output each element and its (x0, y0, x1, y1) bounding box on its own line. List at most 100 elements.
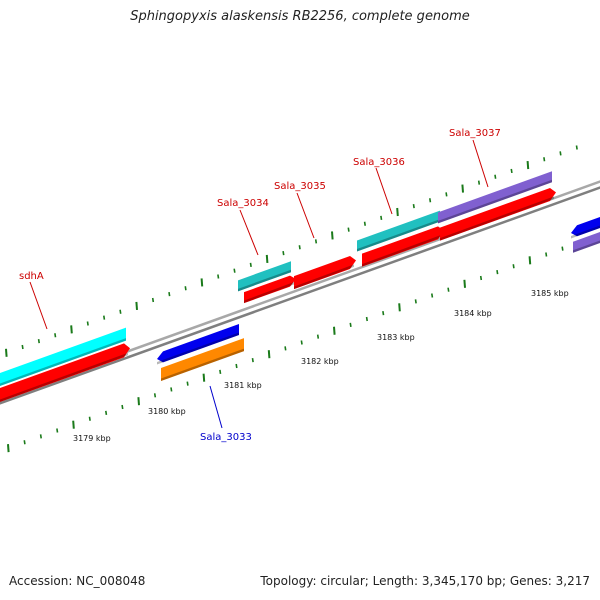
inner-tick (545, 252, 548, 257)
inner-tick (7, 444, 10, 453)
gene-bar-sala-3033 (157, 323, 239, 365)
outer-tick (363, 221, 366, 226)
gene-bar-sdhA (0, 327, 126, 386)
inner-tick (219, 369, 222, 374)
outer-tick (380, 215, 383, 220)
gene-bar-sala-3037 (438, 171, 552, 224)
inner-tick (235, 363, 238, 369)
ruler-label: 3185 kbp (531, 289, 569, 298)
inner-tick (39, 434, 42, 439)
genome-summary-text: Topology: circular; Length: 3,345,170 bp… (260, 574, 590, 588)
inner-tick (284, 346, 287, 351)
inner-tick (431, 293, 434, 298)
outer-tick (265, 254, 269, 264)
outer-tick (526, 160, 530, 170)
gene-label-connector (209, 385, 223, 429)
gene-label: Sala_3037 (449, 128, 501, 139)
outer-tick (200, 278, 204, 287)
inner-tick (105, 410, 108, 416)
ruler-label: 3184 kbp (454, 309, 492, 318)
cds-next (573, 231, 600, 253)
outer-tick (70, 325, 73, 334)
outer-tick (445, 192, 448, 197)
inner-tick (121, 404, 124, 410)
cds-sala-3037 (440, 188, 556, 241)
outer-tick (575, 145, 578, 150)
gene-label-connectors (29, 139, 489, 429)
outer-tick (21, 344, 24, 350)
outer-tick (543, 157, 546, 162)
gene-label-connector (472, 139, 489, 188)
gene-label-connector (296, 192, 315, 239)
inner-tick (267, 350, 271, 359)
outer-tick (168, 292, 171, 297)
outer-tick (5, 348, 8, 357)
ruler-label: 3180 kbp (148, 407, 186, 416)
inner-tick (528, 256, 532, 265)
cds-sala-3036 (362, 226, 444, 267)
outer-tick (510, 168, 513, 174)
gene-label-connector (239, 209, 259, 256)
outer-tick (347, 227, 350, 232)
ruler-label: 3183 kbp (377, 333, 415, 342)
inner-tick (365, 316, 368, 322)
gene-label: Sala_3033 (200, 432, 252, 443)
inner-tick (251, 357, 254, 363)
ruler-label: 3181 kbp (224, 381, 262, 390)
outer-tick (37, 338, 40, 344)
outer-tick (477, 180, 481, 185)
outer-tick (54, 333, 57, 338)
inner-tick (561, 246, 564, 251)
outer-tick (396, 207, 399, 217)
gene-bar-sala-3036 (357, 210, 440, 252)
outer-tick (282, 250, 285, 256)
outer-tick-track (5, 145, 578, 357)
outer-tick (249, 262, 252, 267)
inner-tick (56, 428, 59, 433)
inner-tick (300, 340, 303, 345)
inner-tick (479, 275, 483, 281)
outer-tick (86, 321, 89, 326)
outer-tick (559, 151, 562, 156)
gene-label-connector (29, 281, 48, 330)
inner-tick (23, 440, 26, 445)
map-title: Sphingopyxis alaskensis RB2256, complete… (130, 9, 470, 24)
outer-tick (184, 286, 187, 291)
outer-tick (412, 204, 415, 209)
inner-tick (88, 416, 91, 421)
outer-tick (331, 231, 334, 240)
outer-tick (429, 198, 432, 203)
inner-tick (202, 373, 206, 382)
inner-tick (153, 393, 157, 398)
inner-tick (186, 381, 189, 386)
outer-tick (135, 301, 138, 310)
gene-label: sdhA (19, 271, 44, 282)
outer-tick (298, 245, 301, 250)
inner-tick (349, 322, 352, 328)
inner-tick (382, 311, 385, 316)
cds-sala-3034 (244, 275, 296, 304)
outer-tick (494, 174, 497, 179)
ruler-label: 3179 kbp (73, 434, 111, 443)
outer-tick (103, 315, 106, 320)
outer-tick (314, 239, 318, 244)
inner-tick (447, 287, 450, 292)
outer-tick (461, 184, 464, 193)
gene-bar-sala-3034 (238, 261, 291, 292)
cds-sala-3035 (294, 256, 356, 290)
inner-tick (496, 269, 499, 275)
ruler-label: 3182 kbp (301, 357, 339, 366)
backbone-line (0, 186, 600, 405)
inner-tick (512, 264, 515, 269)
gene-label: Sala_3034 (217, 198, 269, 209)
accession-text: Accession: NC_008048 (9, 574, 146, 588)
inner-tick (463, 279, 466, 288)
gene-labels: sdhA Sala_3034 Sala_3035 Sala_3036 Sala_3037… (19, 128, 501, 443)
cds-sdhA (0, 343, 130, 402)
inner-tick (398, 303, 401, 312)
inner-tick (137, 397, 140, 406)
outer-tick (119, 309, 122, 314)
gene-label: Sala_3036 (353, 157, 405, 168)
gene-label: Sala_3035 (274, 181, 326, 192)
